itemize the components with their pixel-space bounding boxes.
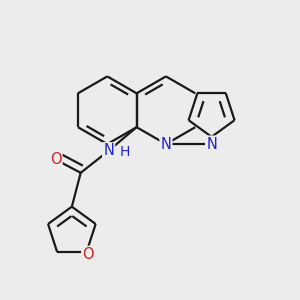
Text: H: H [120, 145, 130, 159]
Text: N: N [160, 136, 171, 152]
Text: O: O [82, 247, 94, 262]
Text: O: O [50, 152, 62, 167]
Text: N: N [206, 136, 217, 152]
Text: N: N [103, 143, 114, 158]
